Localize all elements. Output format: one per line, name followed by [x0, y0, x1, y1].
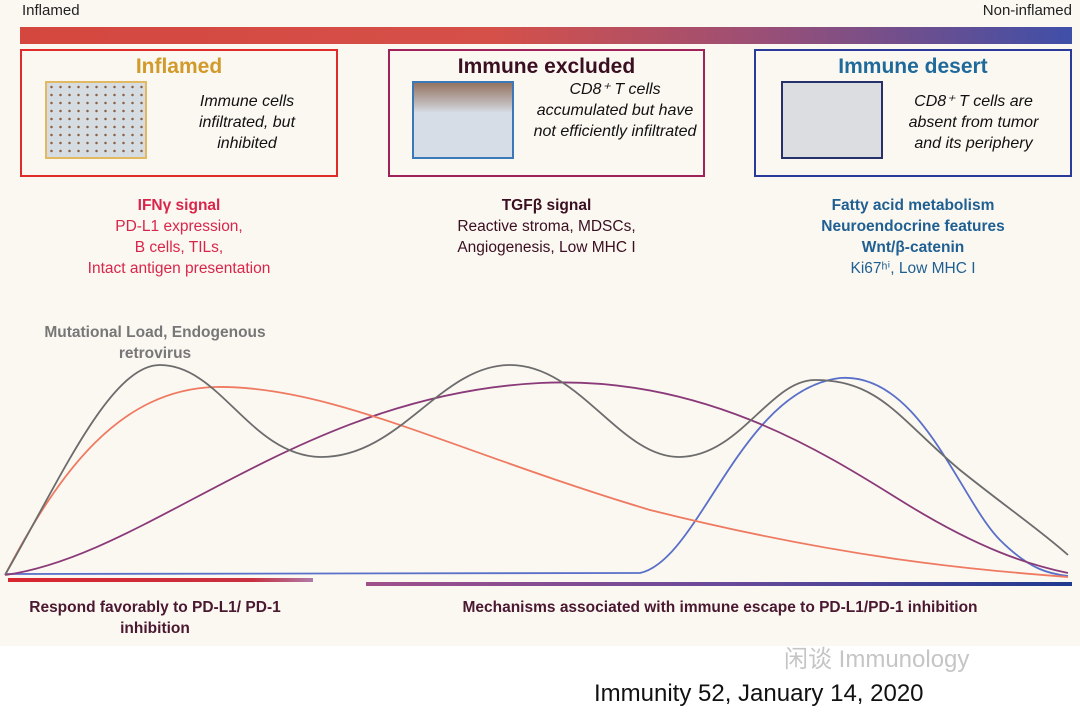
watermark: 闲谈 Immunology: [784, 646, 970, 673]
immune-desert-description: CD8⁺ T cells are absent from tumor and i…: [908, 93, 1039, 152]
immune-excluded-histology-image: [412, 81, 514, 159]
signal-line: Ki67ʰⁱ, Low MHC I: [850, 260, 976, 277]
immune-escape-label: Mechanisms associated with immune escape…: [462, 599, 978, 616]
orange-curve: [4, 386, 1069, 578]
signal-line: Intact antigen presentation: [87, 260, 271, 277]
gray-curve: [4, 364, 1069, 576]
tgfb-signal: TGFβ signal: [501, 197, 592, 214]
immune-excluded-title: Immune excluded: [457, 55, 636, 78]
citation: Immunity 52, January 14, 2020: [594, 680, 924, 707]
respond-bar: [8, 578, 313, 582]
inflammation-gradient-bar: [20, 27, 1072, 44]
excluded-signals: TGFβ signal Reactive stroma, MDSCs, Angi…: [388, 195, 705, 258]
signal-line: PD-L1 expression,: [115, 218, 243, 235]
mutational-load-label: Mutational Load, Endogenous retrovirus: [44, 324, 266, 362]
ifng-signal: IFNγ signal: [137, 197, 221, 214]
non-inflamed-label: Non-inflamed: [982, 2, 1072, 19]
inflamed-signals: IFNγ signal PD-L1 expression, B cells, T…: [20, 195, 338, 279]
inflamed-title: Inflamed: [135, 55, 223, 78]
inflamed-box: Inflamed Immune cells infiltrated, but i…: [20, 49, 338, 177]
signal-line: B cells, TILs,: [134, 239, 224, 256]
immune-excluded-box: Immune excluded CD8⁺ T cells accumulated…: [388, 49, 705, 177]
signal-title-line: Neuroendocrine features: [821, 218, 1005, 235]
immune-desert-box: Immune desert CD8⁺ T cells are absent fr…: [754, 49, 1072, 177]
purple-curve: [4, 381, 1069, 576]
escape-bar: [366, 582, 1072, 586]
immune-excluded-description: CD8⁺ T cells accumulated but have not ef…: [533, 81, 697, 140]
signal-title-line: Wnt/β-catenin: [861, 239, 965, 256]
signal-title-line: Fatty acid metabolism: [831, 197, 995, 214]
signal-line: Angiogenesis, Low MHC I: [457, 239, 636, 256]
signal-line: Reactive stroma, MDSCs,: [457, 218, 636, 235]
desert-signals: Fatty acid metabolism Neuroendocrine fea…: [754, 195, 1072, 279]
immune-desert-histology-image: [781, 81, 883, 159]
respond-favorably-label: Respond favorably to PD-L1/ PD-1 inhibit…: [29, 599, 281, 637]
inflamed-histology-image: [45, 81, 147, 159]
immune-desert-title: Immune desert: [838, 55, 988, 78]
curves-plot: [4, 364, 1072, 586]
inflamed-label: Inflamed: [22, 2, 80, 19]
inflamed-description: Immune cells infiltrated, but inhibited: [198, 93, 296, 152]
blue-curve: [4, 377, 1069, 577]
